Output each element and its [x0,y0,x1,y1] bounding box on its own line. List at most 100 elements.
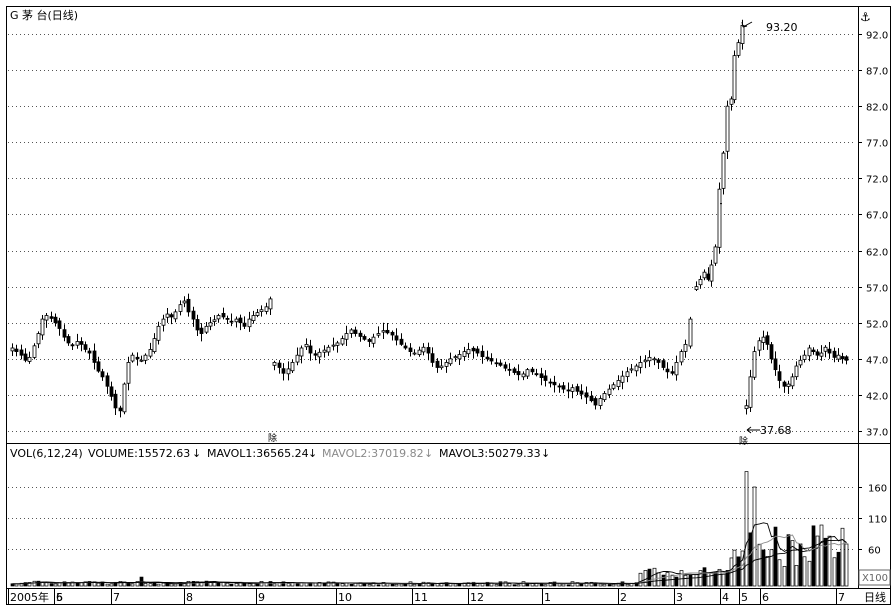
volume-bar [543,584,548,587]
candle-body [616,380,621,387]
volume-bar [683,574,688,587]
time-axis: 2005年 56 7 8 9 10 11 12 1 2 3 4 5 6 7 [8,588,845,604]
time-tick-label: 11 [414,591,428,604]
candle-body [70,344,75,347]
volume-bar [607,584,612,587]
volume-bar [713,571,718,587]
time-tick-label: 12 [470,591,484,604]
candle-body [679,351,684,363]
candle-body [543,375,548,381]
volume-bar [709,572,714,587]
volume-bar [566,584,571,587]
volume-bar [561,583,566,587]
volume-bar [552,581,557,587]
volume-bar [135,581,140,587]
candle-body [790,376,795,387]
candle-body [255,312,260,316]
candle-body [156,325,161,341]
volume-bar [748,532,753,587]
candle-body [313,353,318,356]
candle-body [652,358,657,361]
volume-bar [412,583,417,587]
candle-body [620,375,625,383]
candle-body [367,339,372,342]
volume-bar [773,526,778,587]
volume-unit: X100 [862,573,888,584]
anchor-icon[interactable]: ⚓ [860,10,871,24]
candle-body [688,318,693,347]
candle-body [629,368,634,371]
candle-body [694,286,699,290]
low-label: 37.68 [760,424,792,437]
volume-bar [794,565,799,587]
candle-body [525,369,530,377]
volume-bar [827,535,832,587]
high-annotation: 93.20 [741,21,798,34]
candle-body [426,347,431,354]
candle-body [665,368,670,373]
volume-bar [725,570,730,587]
candle-body [331,344,336,347]
volume-bar [736,556,741,587]
volume-ma-lines [12,522,847,585]
candle-body [130,354,135,362]
candle-body [721,152,726,189]
volume-bar [349,583,354,587]
price-tick-label: 77.0 [866,139,888,150]
candle-body [584,392,589,398]
candle-body [208,322,213,327]
candle-body [109,386,114,397]
candle-body [229,320,234,323]
time-tick-label: 9 [258,591,265,604]
volume-bar [670,574,675,587]
candle-body [638,362,643,368]
candle-body [385,329,390,334]
candle-body [593,398,598,406]
candle-body [575,386,580,392]
candle-body [561,385,566,390]
volume-bar [182,583,187,587]
candle-body [570,387,575,392]
candle-body [729,98,734,105]
candle-body [634,365,639,372]
candle-body [607,388,612,395]
candle-body [113,393,118,409]
price-tick-label: 37.0 [866,428,888,439]
volume-bar [126,583,131,587]
candle-body [83,344,88,350]
volume-bar [49,583,54,587]
volume-bar [570,581,575,587]
candle-body [782,381,787,387]
volume-bar [295,583,300,587]
volume-bar [331,581,336,587]
volume-bar [229,583,234,587]
candle-body [62,329,67,338]
volume-bar [130,583,135,587]
candle-body [674,362,679,376]
volume-bar [593,583,598,587]
volume-bar [399,583,404,587]
mavol1-arrow: ↓ [308,447,317,460]
candle-body [191,310,196,320]
volume-bar [802,556,807,587]
candle-body [827,348,832,354]
candle-body [439,365,444,369]
price-axis: 92.0 87.0 82.0 77.0 72.0 67.0 62.0 57.0 52.0 47.0… [858,31,888,439]
period-label[interactable]: 日线 [864,590,886,604]
time-tick-label: 3 [676,591,683,604]
volume-bar [255,583,260,587]
candle-body [403,345,408,349]
time-tick-label: 2 [620,591,627,604]
volume-bar [161,582,166,587]
candle-body [453,356,458,359]
volume-bar [643,570,648,587]
candle-body [264,306,269,312]
low-annotation: 37.68 [746,424,792,437]
candle-body [143,354,148,361]
candle-body [268,298,273,310]
candle-body [394,335,399,341]
volume-bar [698,570,703,587]
volume-bar [769,549,774,587]
candle-body [807,347,812,357]
candle-body [457,354,462,360]
